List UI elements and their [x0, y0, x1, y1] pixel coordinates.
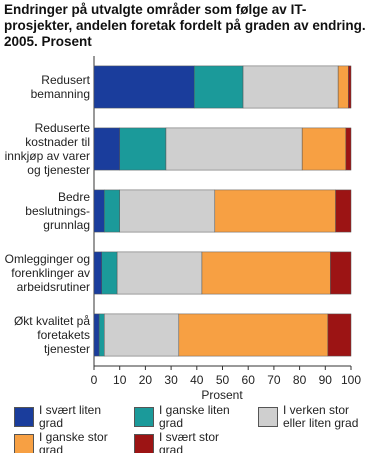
- bar-segment: [330, 251, 352, 295]
- bar-segment: [348, 65, 352, 109]
- bar-segment: [93, 251, 102, 295]
- bar-segment: [93, 189, 105, 233]
- bar-segment: [327, 313, 352, 357]
- x-axis-label: Prosent: [201, 388, 243, 402]
- bar-segment: [335, 189, 352, 233]
- category-label: Bedre beslutnings-grunnlag: [25, 190, 90, 232]
- bar-segment: [104, 313, 180, 357]
- x-tick-label: 30: [164, 373, 178, 387]
- category-label: Økt kvalitet på foretakets tjenester: [13, 314, 90, 356]
- x-tick-label: 60: [242, 373, 256, 387]
- bar-segment: [214, 189, 336, 233]
- legend-item: I ganske liten grad: [134, 404, 244, 430]
- bar-segment: [116, 251, 203, 295]
- bar-segment: [93, 65, 195, 109]
- legend-label: I svært liten grad: [39, 403, 102, 430]
- legend-label: I svært stor grad: [159, 430, 220, 453]
- legend-swatch: [258, 407, 278, 427]
- category-label: Reduserte kostnader til innkjøp av varer…: [4, 121, 90, 177]
- bar-segment: [93, 127, 120, 171]
- legend-item: I svært liten grad: [14, 404, 124, 430]
- x-tick-label: 20: [139, 373, 153, 387]
- legend-label: I verken stor eller liten grad: [283, 403, 359, 430]
- legend-item: I svært stor grad: [134, 431, 244, 453]
- bar-segment: [101, 251, 118, 295]
- x-tick-label: 10: [113, 373, 127, 387]
- x-tick-label: 70: [267, 373, 281, 387]
- x-tick-label: 50: [216, 373, 230, 387]
- bar-segment: [98, 313, 105, 357]
- bar-segment: [242, 65, 339, 109]
- legend-item: I verken stor eller liten grad: [258, 404, 368, 430]
- x-tick-label: 40: [190, 373, 204, 387]
- bar-segment: [119, 189, 216, 233]
- bar-segment: [119, 127, 167, 171]
- legend-swatch: [134, 407, 154, 427]
- x-tick-label: 100: [341, 373, 361, 387]
- legend-swatch: [14, 407, 34, 427]
- legend-swatch: [14, 434, 34, 453]
- x-tick-label: 90: [319, 373, 333, 387]
- bar-segment: [104, 189, 120, 233]
- bar-segment: [193, 65, 244, 109]
- category-label: Omlegginger og forenklinger av arbeidsru…: [4, 252, 90, 294]
- legend-swatch: [134, 434, 154, 453]
- bar-segment: [201, 251, 331, 295]
- legend-label: I ganske liten grad: [159, 403, 230, 430]
- legend-item: I ganske stor grad: [14, 431, 124, 453]
- chart-title: Endringer på utvalgte områder som følge …: [4, 2, 366, 49]
- bar-segment: [93, 313, 100, 357]
- bar-segment: [337, 65, 349, 109]
- x-tick-label: 80: [293, 373, 307, 387]
- x-tick-label: 0: [91, 373, 98, 387]
- bar-segment: [301, 127, 347, 171]
- bar-segment: [165, 127, 303, 171]
- category-label: Redusert bemanning: [30, 73, 90, 101]
- bar-segment: [178, 313, 329, 357]
- legend-label: I ganske stor grad: [39, 430, 108, 453]
- bar-segment: [345, 127, 352, 171]
